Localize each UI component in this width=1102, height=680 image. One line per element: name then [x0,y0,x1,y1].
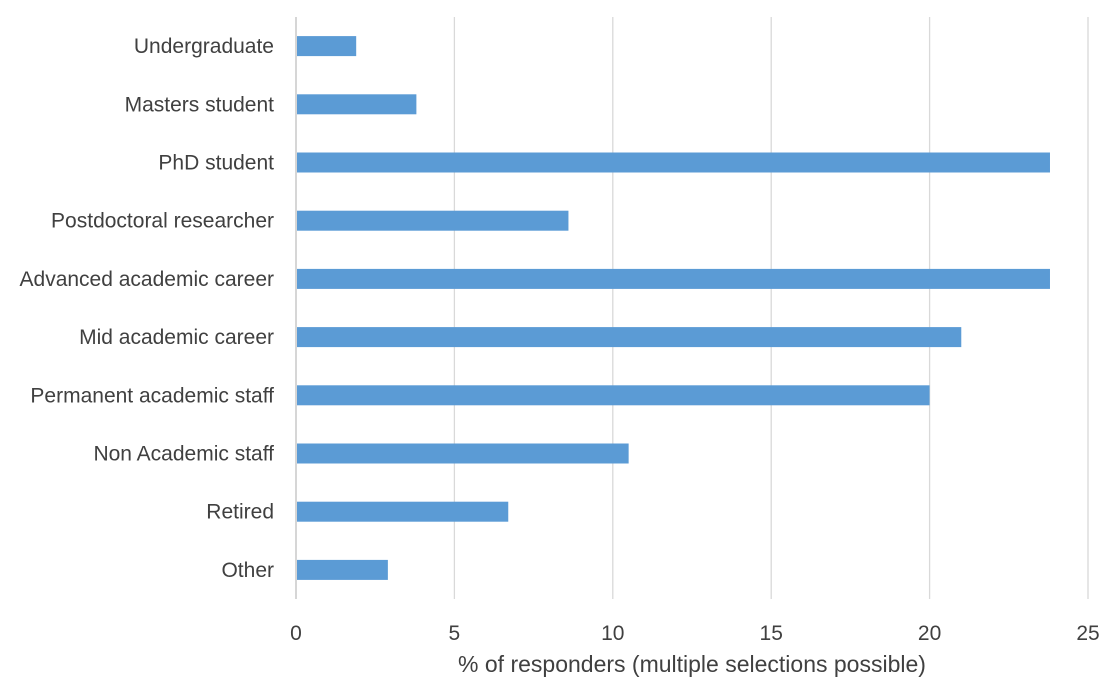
x-axis-title: % of responders (multiple selections pos… [458,651,926,677]
category-label-retired: Retired [206,501,274,524]
x-tick-label-15: 15 [760,622,783,645]
category-label-permanent-academic-staff: Permanent academic staff [30,384,274,407]
category-label-advanced-academic-career: Advanced academic career [20,268,274,291]
category-label-other: Other [221,559,274,582]
bar-mid-academic-career [297,327,962,348]
category-label-non-academic-staff: Non Academic staff [93,443,274,466]
bar-postdoctoral-researcher [297,210,569,231]
bar-phd-student [297,152,1050,173]
x-tick-label-10: 10 [601,622,624,645]
bar-other [297,559,388,580]
x-tick-label-5: 5 [449,622,461,645]
category-label-undergraduate: Undergraduate [134,35,274,58]
x-tick-label-20: 20 [918,622,941,645]
x-tick-labels: 0 5 10 15 20 25 [290,622,1100,645]
bar-masters-student [297,94,417,115]
category-label-postdoctoral-researcher: Postdoctoral researcher [51,210,274,233]
category-labels: Undergraduate Masters student PhD student P… [20,35,275,582]
category-label-masters-student: Masters student [125,93,275,116]
x-tick-label-25: 25 [1076,622,1099,645]
bar-undergraduate [297,36,357,57]
bar-non-academic-staff [297,443,629,464]
x-tick-label-0: 0 [290,622,302,645]
bars [297,36,1050,580]
bar-permanent-academic-staff [297,385,930,406]
bar-retired [297,501,509,522]
bar-advanced-academic-career [297,268,1050,289]
category-label-phd-student: PhD student [158,152,274,175]
category-label-mid-academic-career: Mid academic career [79,326,274,349]
gridlines [453,17,1089,599]
